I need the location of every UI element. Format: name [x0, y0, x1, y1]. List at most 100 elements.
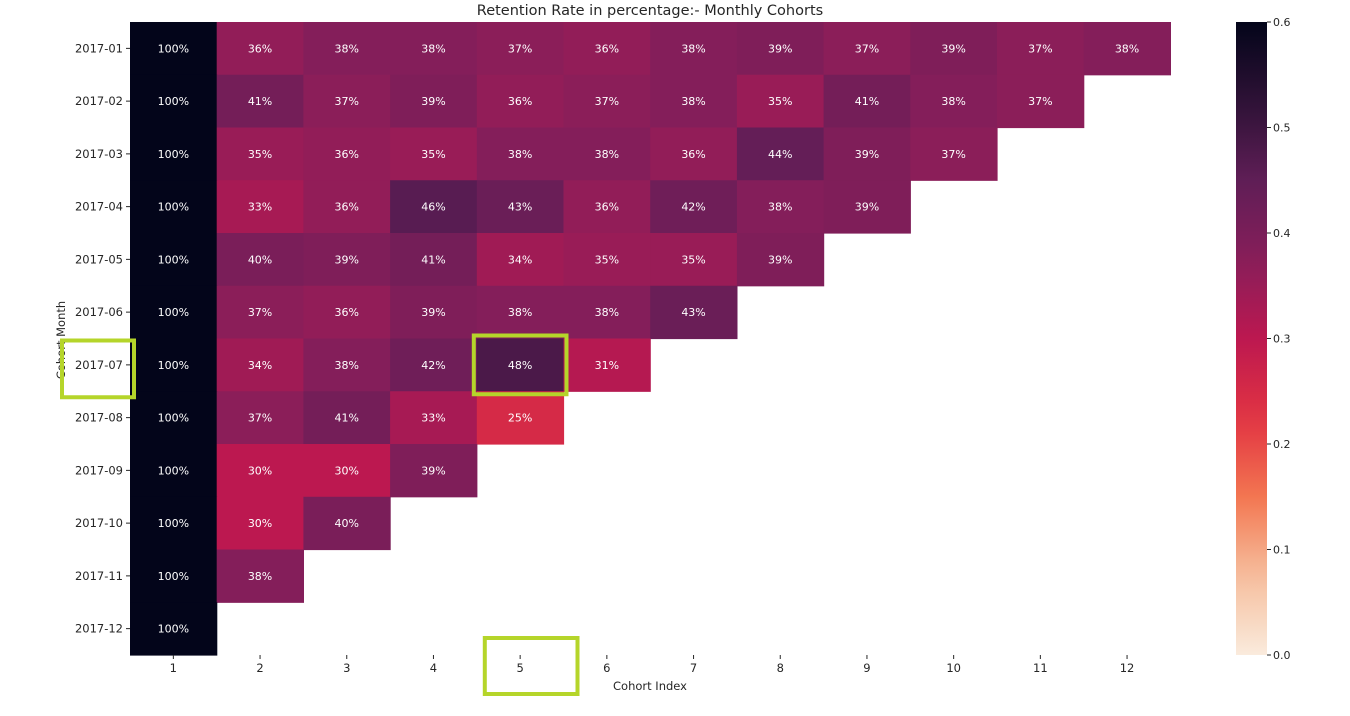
heatmap-cell — [476, 233, 565, 287]
cell-value-label: 41% — [248, 95, 272, 108]
heatmap-cell — [476, 180, 565, 234]
cell-value-label: 42% — [681, 201, 705, 214]
x-tick-label: 4 — [430, 661, 437, 675]
cell-value-label: 33% — [421, 412, 445, 425]
heatmap-cell — [303, 285, 391, 340]
heatmap-cell — [130, 285, 218, 340]
cell-value-label: 36% — [508, 95, 532, 108]
cell-value-label: 38% — [421, 42, 445, 55]
cell-value-label: 38% — [595, 148, 619, 161]
cell-value-label: 38% — [768, 201, 792, 214]
heatmap-cell — [650, 22, 738, 76]
highlight-boxes — [60, 333, 580, 696]
heatmap-cell — [216, 391, 304, 445]
cell-value-label: 39% — [335, 253, 359, 266]
cell-value-label: 37% — [595, 95, 619, 108]
heatmap-cell — [390, 285, 478, 340]
cell-value-label: 35% — [681, 253, 705, 266]
colorbar-tick-label: 0.6 — [1273, 16, 1291, 29]
cell-value-label: 48% — [508, 359, 532, 372]
cell-value-label: 30% — [248, 517, 272, 530]
y-tick-label: 2017-11 — [75, 569, 123, 583]
heatmap-cell — [390, 180, 478, 234]
heatmap-cell — [130, 22, 218, 76]
heatmap-cell — [563, 285, 651, 340]
heatmap-cell — [216, 180, 304, 234]
heatmap-cell — [997, 74, 1085, 129]
cell-value-label: 100% — [158, 148, 189, 161]
heatmap-cell — [650, 285, 738, 340]
highlight-box-cell — [471, 333, 569, 397]
heatmap-cell — [563, 22, 651, 76]
heatmap-cell — [910, 22, 998, 76]
heatmap-cell — [476, 338, 565, 392]
y-tick-label: 2017-08 — [75, 411, 123, 425]
cell-value-label: 36% — [335, 148, 359, 161]
cell-value-label: 37% — [248, 412, 272, 425]
colorbar-ticks: 0.0 0.1 0.2 0.3 0.4 0.5 0.6 — [1267, 16, 1291, 662]
cell-value-label: 38% — [595, 306, 619, 319]
cell-value-label: 100% — [158, 201, 189, 214]
cell-value-label: 38% — [681, 95, 705, 108]
cell-value-label: 43% — [681, 306, 705, 319]
heatmap-cell — [303, 444, 391, 498]
heatmap-cell — [390, 444, 478, 498]
cell-value-label: 100% — [158, 95, 189, 108]
y-tick-label: 2017-02 — [75, 94, 123, 108]
heatmap-cell — [390, 22, 478, 76]
heatmap-cell — [736, 22, 825, 76]
cell-value-label: 34% — [508, 253, 532, 266]
heatmap-cell — [650, 74, 738, 129]
cell-value-label: 37% — [941, 148, 965, 161]
cell-value-label: 39% — [421, 95, 445, 108]
heatmap-cell — [563, 127, 651, 181]
cell-value-label: 35% — [421, 148, 445, 161]
cell-value-label: 38% — [508, 306, 532, 319]
chart-title: Retention Rate in percentage:- Monthly C… — [477, 3, 823, 19]
cell-value-label: 36% — [335, 201, 359, 214]
x-tick-label: 8 — [777, 661, 784, 675]
cell-value-label: 38% — [335, 42, 359, 55]
heatmap-cell — [390, 74, 478, 129]
y-tick-label: 2017-06 — [75, 305, 123, 319]
heatmap-cells: 100% 36% 38% 38% 37% 36% 38% 39% 37% 39% 37% 38% 100… — [130, 22, 1171, 656]
heatmap-cell — [736, 127, 825, 181]
y-tick-label: 2017-01 — [75, 41, 123, 55]
cell-value-label: 40% — [335, 517, 359, 530]
y-axis-ticks: 2017-01 2017-02 2017-03 2017-04 2017-05 2017-… — [75, 41, 130, 636]
y-tick-label: 2017-12 — [75, 622, 123, 636]
cell-value-label: 37% — [1028, 95, 1052, 108]
heatmap-cell — [910, 74, 998, 129]
cell-value-label: 44% — [768, 148, 792, 161]
heatmap-cell — [303, 233, 391, 287]
cell-value-label: 35% — [248, 148, 272, 161]
x-tick-label: 5 — [516, 661, 523, 675]
cell-value-label: 39% — [421, 464, 445, 477]
heatmap-cell — [390, 391, 478, 445]
heatmap-cell — [216, 338, 304, 392]
x-tick-label: 9 — [863, 661, 870, 675]
highlight-box-y-tick — [60, 338, 136, 400]
cell-value-label: 41% — [855, 95, 879, 108]
heatmap-cell — [130, 444, 218, 498]
x-tick-label: 6 — [603, 661, 610, 675]
heatmap-cell — [216, 127, 304, 181]
heatmap-cell — [130, 496, 218, 551]
cell-value-label: 100% — [158, 253, 189, 266]
cell-value-label: 100% — [158, 464, 189, 477]
heatmap-cell — [303, 127, 391, 181]
heatmap-cell — [390, 338, 478, 392]
x-axis-ticks: 1 2 3 4 5 6 7 8 9 10 11 12 — [170, 655, 1134, 675]
colorbar-tick-label: 0.1 — [1273, 544, 1291, 557]
cell-value-label: 36% — [335, 306, 359, 319]
heatmap-cell — [216, 496, 304, 551]
heatmap-cell — [303, 391, 391, 445]
cell-value-label: 37% — [1028, 42, 1052, 55]
heatmap-cell — [650, 233, 738, 287]
cell-value-label: 36% — [595, 201, 619, 214]
heatmap-cell — [130, 233, 218, 287]
heatmap-cell — [476, 285, 565, 340]
cell-value-label: 41% — [421, 253, 445, 266]
heatmap-cell — [476, 391, 565, 445]
cell-value-label: 31% — [595, 359, 619, 372]
